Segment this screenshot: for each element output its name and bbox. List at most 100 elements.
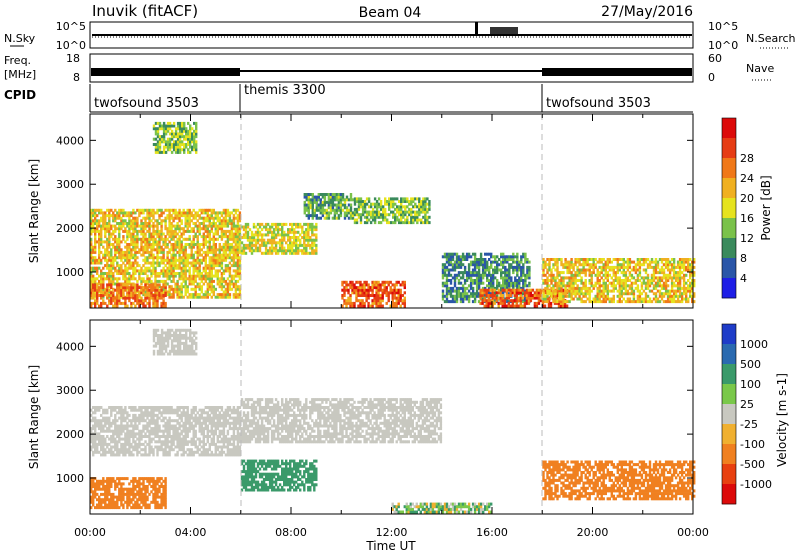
power-echo-cell bbox=[312, 193, 314, 196]
power-echo-cell bbox=[574, 263, 576, 266]
power-echo-cell bbox=[193, 240, 195, 243]
power-echo-cell bbox=[195, 264, 197, 267]
power-echo-cell bbox=[629, 258, 631, 261]
power-echo-cell bbox=[366, 203, 368, 206]
power-echo-cell bbox=[172, 296, 174, 299]
power-echo-cell bbox=[382, 205, 384, 208]
power-echo-cell bbox=[374, 221, 376, 224]
power-echo-cell bbox=[368, 200, 370, 203]
power-echo-cell bbox=[229, 214, 231, 217]
power-echo-cell bbox=[197, 211, 199, 214]
power-echo-cell bbox=[126, 269, 128, 272]
power-echo-cell bbox=[653, 274, 655, 277]
power-echo-cell bbox=[283, 236, 285, 239]
power-echo-cell bbox=[607, 279, 609, 282]
power-echo-cell bbox=[134, 291, 136, 294]
power-echo-cell bbox=[126, 283, 128, 286]
power-echo-cell bbox=[118, 235, 120, 238]
power-echo-cell bbox=[359, 294, 361, 297]
power-echo-cell bbox=[219, 280, 221, 283]
power-echo-cell bbox=[396, 216, 398, 219]
power-echo-cell bbox=[96, 214, 98, 217]
power-echo-cell bbox=[312, 204, 314, 207]
power-echo-cell bbox=[528, 266, 530, 269]
power-echo-cell bbox=[138, 251, 140, 254]
power-echo-cell bbox=[641, 292, 643, 295]
power-echo-cell bbox=[315, 247, 317, 250]
power-echo-cell bbox=[259, 223, 261, 226]
power-echo-cell bbox=[595, 258, 597, 261]
power-echo-cell bbox=[516, 253, 518, 256]
power-echo-cell bbox=[516, 302, 518, 305]
power-echo-cell bbox=[178, 227, 180, 230]
power-echo-cell bbox=[279, 241, 281, 244]
power-echo-cell bbox=[340, 204, 342, 207]
power-echo-cell bbox=[599, 279, 601, 282]
power-echo-cell bbox=[154, 269, 156, 272]
power-echo-cell bbox=[367, 297, 369, 300]
power-echo-cell bbox=[293, 228, 295, 231]
power-echo-cell bbox=[353, 305, 355, 308]
power-echo-cell bbox=[307, 241, 309, 244]
power-echo-cell bbox=[518, 282, 520, 285]
power-echo-cell bbox=[158, 291, 160, 294]
power-echo-cell bbox=[347, 291, 349, 294]
power-echo-cell bbox=[153, 125, 155, 128]
power-echo-cell bbox=[144, 294, 146, 297]
power-echo-cell bbox=[679, 279, 681, 282]
power-echo-cell bbox=[643, 298, 645, 301]
power-echo-cell bbox=[599, 282, 601, 285]
power-echo-cell bbox=[637, 284, 639, 287]
power-echo-cell bbox=[100, 225, 102, 228]
power-echo-cell bbox=[100, 259, 102, 262]
power-echo-cell bbox=[400, 211, 402, 214]
power-echo-cell bbox=[136, 235, 138, 238]
power-echo-cell bbox=[118, 269, 120, 272]
power-echo-cell bbox=[647, 276, 649, 279]
power-echo-cell bbox=[371, 305, 373, 308]
power-echo-cell bbox=[340, 198, 342, 201]
power-echo-cell bbox=[159, 143, 161, 146]
power-echo-cell bbox=[651, 258, 653, 261]
power-echo-cell bbox=[354, 203, 356, 206]
power-echo-cell bbox=[603, 263, 605, 266]
power-echo-cell bbox=[193, 246, 195, 249]
power-echo-cell bbox=[166, 243, 168, 246]
power-echo-cell bbox=[683, 274, 685, 277]
power-echo-cell bbox=[446, 276, 448, 279]
power-echo-cell bbox=[324, 196, 326, 199]
power-echo-cell bbox=[178, 238, 180, 241]
power-echo-cell bbox=[152, 254, 154, 257]
power-echo-cell bbox=[308, 209, 310, 212]
power-echo-cell bbox=[585, 295, 587, 298]
power-echo-cell bbox=[223, 277, 225, 280]
power-echo-cell bbox=[496, 271, 498, 274]
power-echo-cell bbox=[223, 272, 225, 275]
power-echo-cell bbox=[643, 282, 645, 285]
power-echo-cell bbox=[199, 227, 201, 230]
power-echo-cell bbox=[400, 208, 402, 211]
power-echo-cell bbox=[159, 127, 161, 130]
power-echo-cell bbox=[589, 287, 591, 290]
power-echo-cell bbox=[185, 280, 187, 283]
power-echo-cell bbox=[516, 258, 518, 261]
power-echo-cell bbox=[181, 140, 183, 143]
power-echo-cell bbox=[336, 211, 338, 214]
power-echo-cell bbox=[554, 290, 556, 293]
power-echo-cell bbox=[164, 291, 166, 294]
power-echo-cell bbox=[169, 140, 171, 143]
power-echo-cell bbox=[388, 208, 390, 211]
power-echo-cell bbox=[279, 228, 281, 231]
power-echo-cell bbox=[460, 295, 462, 298]
power-echo-cell bbox=[164, 305, 166, 308]
power-echo-cell bbox=[110, 209, 112, 212]
power-echo-cell bbox=[159, 151, 161, 154]
power-echo-cell bbox=[114, 225, 116, 228]
power-echo-cell bbox=[114, 235, 116, 238]
power-echo-cell bbox=[233, 222, 235, 225]
power-echo-cell bbox=[195, 288, 197, 291]
power-echo-cell bbox=[275, 247, 277, 250]
power-echo-cell bbox=[152, 246, 154, 249]
power-echo-cell bbox=[251, 241, 253, 244]
power-echo-cell bbox=[251, 247, 253, 250]
